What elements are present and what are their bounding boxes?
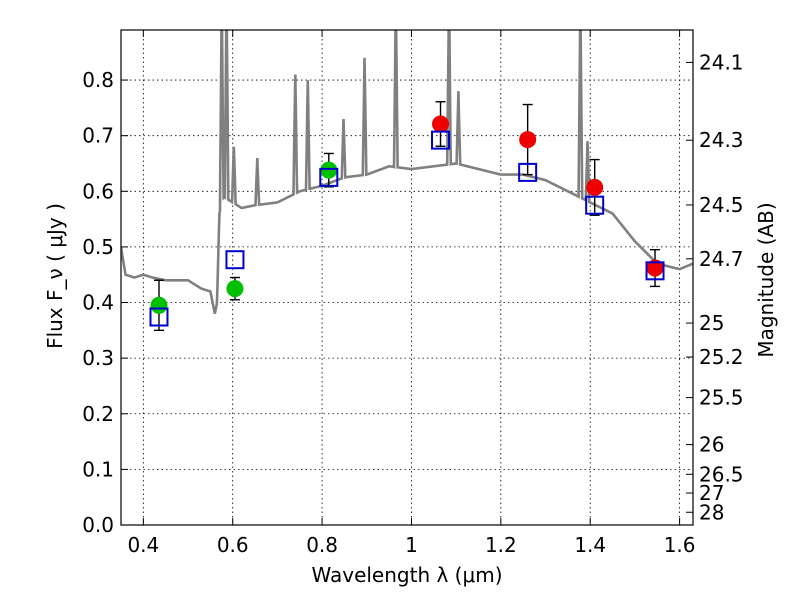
- y-tick-label: 0.6: [82, 179, 114, 203]
- magnitude-tick-label: 24.3: [699, 128, 744, 152]
- model-photometry-point: [225, 250, 245, 270]
- magnitude-tick-label: 28: [699, 500, 724, 524]
- y-axis-label: Flux F_ν ( μJy ): [43, 203, 67, 349]
- data-point: [432, 115, 450, 133]
- x-tick-label: 0.6: [217, 533, 249, 557]
- y-tick-label: 0.8: [82, 68, 114, 92]
- magnitude-tick-label: 24.1: [699, 50, 744, 74]
- y-tick-labels: 0.0 0.1 0.2 0.3 0.4 0.5 0.6 0.7 0.8: [82, 68, 114, 537]
- model-photometry-point: [319, 167, 339, 187]
- magnitude-tick-label: 25.5: [699, 386, 744, 410]
- magnitude-tick-label: 26: [699, 433, 724, 457]
- y-tick-label: 0.1: [82, 457, 114, 481]
- model-photometry-point: [518, 162, 538, 182]
- plot-frame: [120, 29, 694, 526]
- data-points: [149, 115, 665, 327]
- x-tick-label: 1.2: [485, 533, 517, 557]
- plot-background: [121, 30, 693, 525]
- x-tick-label: 0.4: [127, 533, 159, 557]
- magnitude-tick-label: 25: [699, 311, 724, 335]
- data-point: [586, 178, 604, 196]
- magnitude-tick-label: 27: [699, 481, 724, 505]
- data-point: [320, 161, 338, 179]
- axis-ticks: [121, 30, 693, 526]
- magnitude-tick-label: 25.2: [699, 345, 744, 369]
- magnitude-tick-label: 24.5: [699, 193, 744, 217]
- x-tick-label: 1.4: [574, 533, 606, 557]
- magnitude-tick-label: 26.5: [699, 462, 744, 486]
- y-tick-label: 0.0: [82, 513, 114, 537]
- x-tick-labels: 0.4 0.6 0.8 1 1.2 1.4 1.6: [127, 533, 695, 557]
- right-axis-label: Magnitude (AB): [754, 202, 778, 357]
- model-photometry-point: [149, 307, 169, 327]
- model-photometry-point: [645, 261, 665, 281]
- y-tick-label: 0.4: [82, 291, 114, 315]
- y-tick-label: 0.5: [82, 235, 114, 259]
- data-point: [519, 131, 537, 149]
- y-tick-label: 0.3: [82, 346, 114, 370]
- y-tick-label: 0.7: [82, 124, 114, 148]
- x-tick-label: 1.6: [664, 533, 696, 557]
- data-point: [150, 296, 168, 314]
- model-photometry-point: [431, 130, 451, 150]
- data-point: [226, 280, 244, 298]
- x-tick-label: 1: [405, 533, 418, 557]
- x-tick-label: 0.8: [306, 533, 338, 557]
- y-tick-label: 0.2: [82, 402, 114, 426]
- model-photometry-point: [585, 195, 605, 215]
- x-axis-label: Wavelength λ (μm): [311, 563, 502, 587]
- magnitude-tick-label: 24.7: [699, 247, 744, 271]
